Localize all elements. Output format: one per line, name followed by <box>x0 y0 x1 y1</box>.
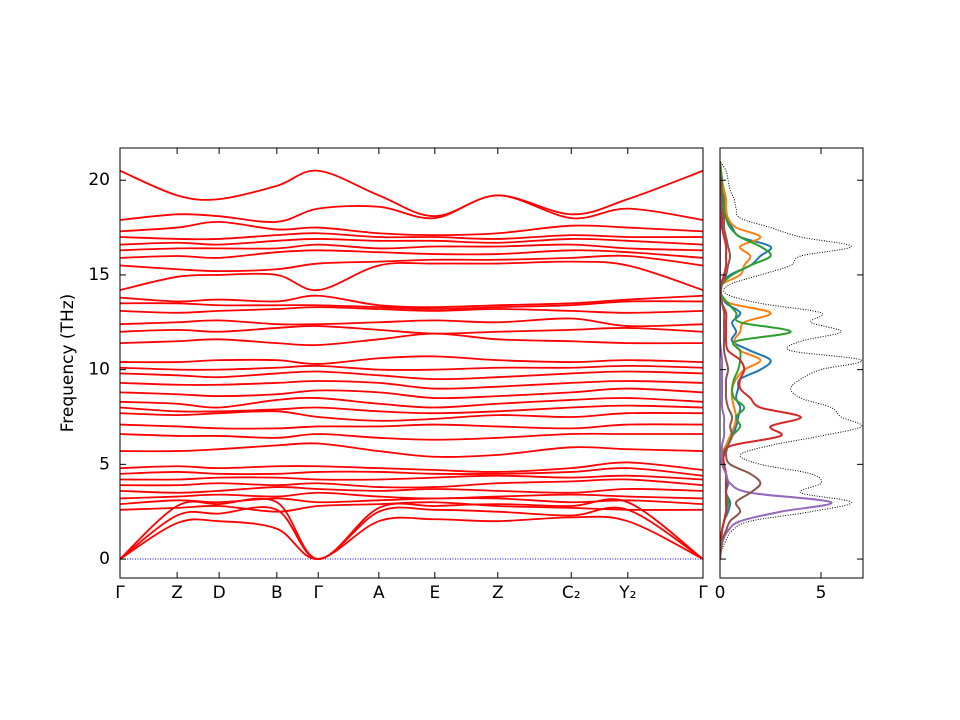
band-line <box>119 478 704 489</box>
band-line <box>119 370 704 381</box>
y-tick-label: 10 <box>88 360 110 380</box>
band-line <box>119 442 704 458</box>
x-tick-label: C₂ <box>562 583 581 603</box>
dos-plot-area <box>720 160 863 560</box>
band-line <box>119 410 704 422</box>
axes-frame <box>119 147 704 579</box>
band-line <box>119 317 704 328</box>
band-line <box>119 294 704 309</box>
x-tick-label: E <box>429 583 440 603</box>
x-tick-label: B <box>271 583 283 603</box>
band-line <box>119 497 704 506</box>
band-line <box>119 515 704 560</box>
band-line <box>119 461 704 473</box>
x-tick-label: D <box>213 583 226 603</box>
y-tick-label: 0 <box>99 549 110 569</box>
band-line <box>119 364 704 371</box>
band-line <box>119 387 704 400</box>
x-tick-label: Γ <box>313 583 323 603</box>
x-tick-label: Y₂ <box>618 583 636 603</box>
x-tick-label: 5 <box>816 583 827 603</box>
band-line <box>119 325 704 335</box>
band-line <box>119 332 704 347</box>
x-tick-label: Z <box>171 583 183 603</box>
band-line <box>119 260 704 291</box>
band-line <box>119 380 704 390</box>
band-line <box>119 474 704 481</box>
band-line <box>119 467 704 477</box>
axes-frame <box>719 147 864 579</box>
band-line <box>119 491 704 500</box>
x-tick-label: Γ <box>115 583 125 603</box>
dos-line <box>720 161 762 560</box>
band-line <box>119 169 704 218</box>
dos-line <box>720 161 833 560</box>
dos-line <box>720 161 802 560</box>
dos-line <box>720 160 863 560</box>
y-tick-label: 15 <box>88 265 110 285</box>
band-line <box>119 306 704 314</box>
band-line <box>119 232 704 241</box>
y-tick-label: 20 <box>88 170 110 190</box>
band-line <box>119 194 704 223</box>
band-line <box>119 423 704 430</box>
band-line <box>119 486 704 494</box>
band-line <box>119 254 704 273</box>
band-line <box>119 249 704 259</box>
x-tick-label: Γ <box>698 583 708 603</box>
band-line <box>119 501 704 513</box>
x-tick-label: 0 <box>715 583 726 603</box>
band-line <box>119 300 704 310</box>
band-line <box>119 396 704 409</box>
band-line <box>119 220 704 237</box>
y-tick-label: 5 <box>99 454 110 474</box>
y-axis-label: Frequency (THz) <box>58 294 78 433</box>
x-tick-label: Z <box>492 583 504 603</box>
band-line <box>119 355 704 365</box>
band-line <box>119 243 704 252</box>
x-tick-label: A <box>373 583 385 603</box>
band-line <box>119 237 704 246</box>
band-line <box>119 432 703 441</box>
band-line <box>119 404 704 415</box>
band-line <box>119 506 704 560</box>
